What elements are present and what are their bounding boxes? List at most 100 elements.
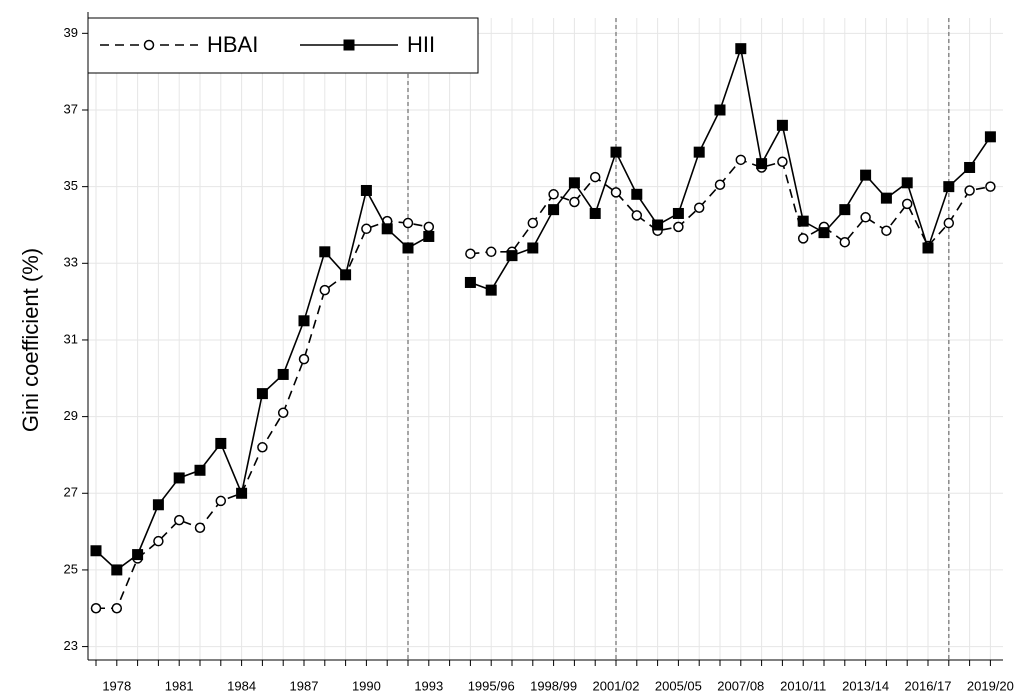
x-tick-label: 1995/96 (468, 678, 515, 693)
data-point (423, 230, 435, 242)
data-point (880, 192, 892, 204)
data-point (797, 233, 809, 244)
data-point (610, 187, 622, 198)
x-tick-label: 2005/05 (655, 678, 702, 693)
data-point (569, 196, 580, 208)
data-point (818, 227, 830, 239)
data-point (173, 472, 185, 484)
data-point (111, 603, 123, 614)
data-point (485, 246, 497, 258)
data-point (631, 188, 643, 200)
data-point (277, 407, 289, 419)
data-point (797, 215, 809, 227)
y-tick-label: 29 (64, 408, 78, 423)
data-point (735, 154, 747, 166)
x-tick-label: 2007/08 (717, 678, 764, 693)
data-point (340, 269, 352, 281)
data-point (943, 181, 955, 193)
legend-marker (143, 39, 155, 51)
data-point (256, 388, 268, 400)
data-point (152, 499, 164, 511)
data-point (153, 535, 164, 547)
legend: HBAI HII (87, 17, 479, 74)
data-point (277, 368, 289, 380)
data-point (922, 242, 934, 254)
x-tick-label: 1990 (352, 678, 381, 693)
data-point (777, 156, 788, 167)
series-line (95, 45, 992, 571)
y-tick-label: 33 (64, 255, 78, 270)
data-point (839, 236, 851, 248)
data-point (319, 284, 331, 296)
data-point (381, 223, 393, 235)
data-point (943, 217, 955, 229)
data-point (361, 223, 372, 235)
data-point (673, 221, 684, 233)
x-tick-label: 1981 (165, 678, 194, 693)
series-line (96, 158, 991, 610)
data-point (548, 204, 560, 216)
x-tick-label: 2016/17 (905, 678, 952, 693)
data-point (714, 104, 726, 116)
data-point (901, 177, 913, 189)
data-point (901, 198, 913, 210)
data-point (173, 514, 185, 526)
data-point (548, 189, 559, 200)
data-point (527, 217, 539, 229)
data-point (860, 169, 872, 181)
data-point (839, 204, 851, 216)
data-point (236, 487, 248, 499)
y-tick-label: 35 (64, 178, 78, 193)
y-tick-label: 27 (64, 485, 78, 500)
data-point (215, 437, 227, 449)
y-tick-label: 39 (64, 25, 78, 40)
data-point (423, 221, 435, 233)
x-tick-label: 2010/11 (780, 678, 826, 693)
data-point (652, 219, 664, 231)
data-point (714, 179, 726, 190)
x-tick-label: 1993 (414, 678, 443, 693)
data-point (985, 181, 996, 192)
data-point (527, 242, 539, 254)
data-point (610, 146, 622, 158)
y-tick-label: 31 (64, 331, 78, 346)
data-point (298, 315, 310, 327)
data-point (631, 210, 643, 221)
data-point (402, 217, 414, 229)
data-point (215, 495, 227, 507)
grid (88, 18, 1003, 660)
data-point (319, 246, 331, 258)
data-point (402, 242, 414, 254)
x-tick-label: 2001/02 (593, 678, 640, 693)
y-tick-label: 37 (64, 101, 78, 116)
data-point (860, 212, 871, 223)
data-point (298, 353, 310, 365)
data-point (360, 184, 372, 196)
data-point (881, 225, 892, 236)
y-tick-label: 23 (64, 638, 78, 653)
data-point (194, 522, 206, 534)
legend-label: HBAI (207, 32, 258, 57)
data-point (90, 603, 102, 614)
legend-label: HII (407, 32, 435, 57)
data-point (693, 146, 705, 158)
data-point (194, 464, 206, 476)
data-point (672, 207, 684, 219)
data-point (568, 177, 580, 189)
x-tick-label: 1987 (290, 678, 319, 693)
data-point (964, 185, 975, 196)
x-tick-label: 1998/99 (530, 678, 577, 693)
data-point (111, 564, 123, 576)
data-point (964, 161, 976, 173)
legend-marker (343, 39, 355, 51)
y-tick-label: 25 (64, 561, 78, 576)
data-point (464, 276, 476, 288)
data-point (506, 250, 518, 262)
data-point (465, 248, 476, 259)
x-tick-label: 2013/14 (842, 678, 889, 693)
data-point (735, 43, 747, 55)
data-point (132, 549, 144, 561)
data-point (756, 158, 768, 170)
x-tick-label: 1978 (102, 678, 131, 693)
